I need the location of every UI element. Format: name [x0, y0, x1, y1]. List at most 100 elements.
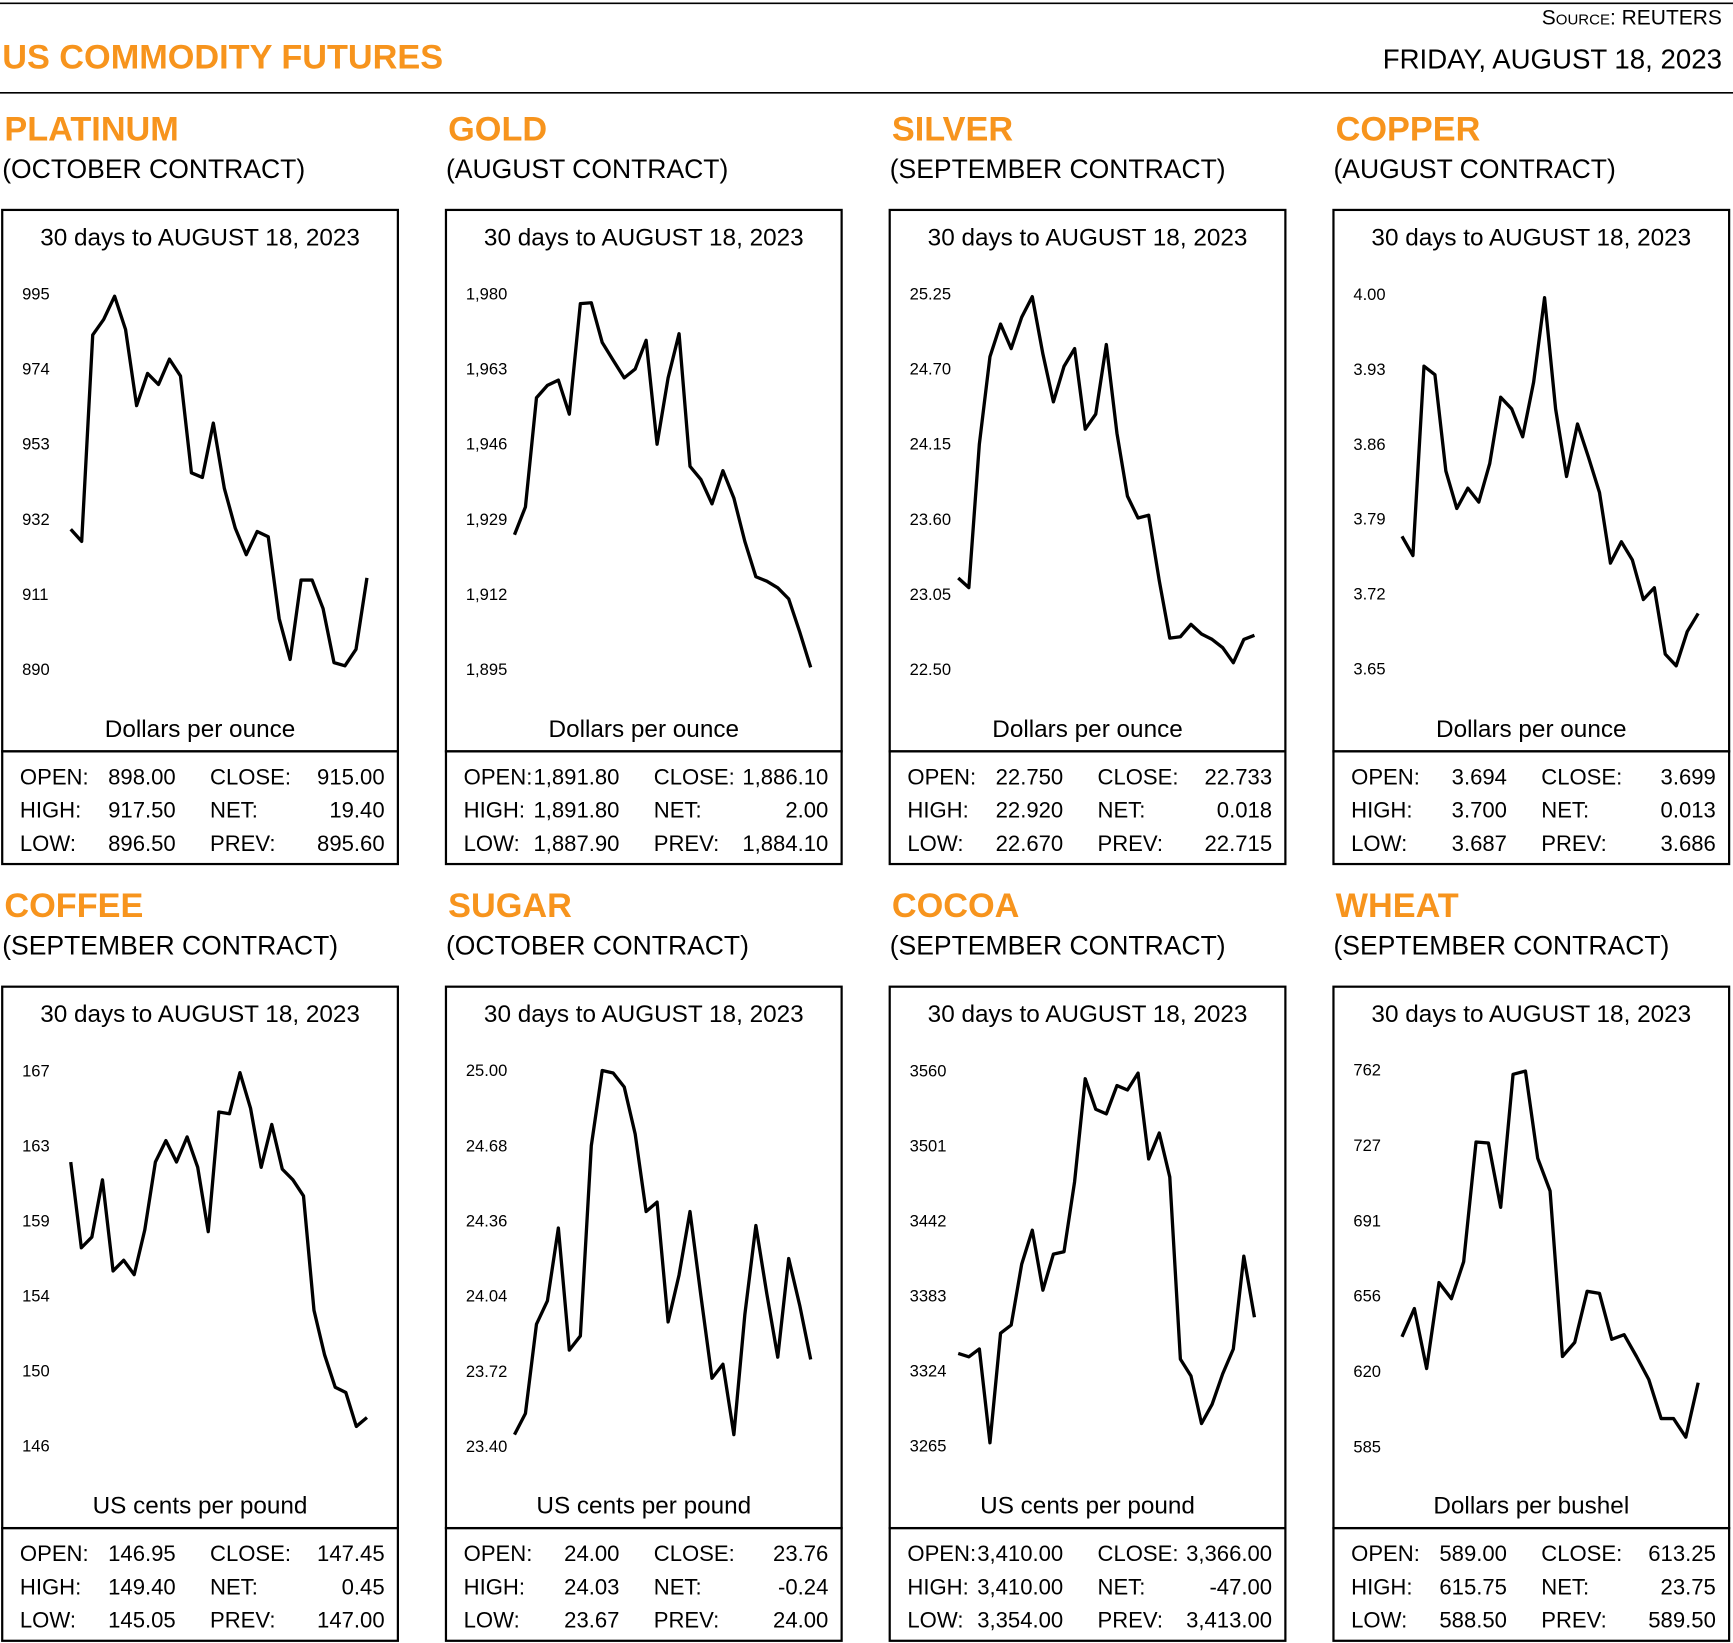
- stat-label: HIGH:: [20, 798, 81, 823]
- stat-label: HIGH:: [1351, 1574, 1412, 1599]
- stat-label: NET:: [210, 1574, 258, 1599]
- stats-box: [444, 750, 843, 866]
- stat-value: 3,410.00: [977, 1541, 1063, 1566]
- stat-label: PREV:: [1097, 1608, 1162, 1633]
- y-tick-label: 3560: [910, 1061, 947, 1080]
- contract: (AUGUST CONTRACT): [446, 154, 728, 184]
- stat-value: 146.95: [108, 1541, 176, 1566]
- stat-value: 3.686: [1661, 831, 1716, 856]
- price-line: [1400, 1069, 1700, 1439]
- stat-label: LOW:: [20, 1608, 76, 1633]
- y-tick-label: 3.65: [1353, 660, 1385, 679]
- stat-value: 1,891.80: [533, 798, 619, 823]
- y-tick-label: 3.79: [1353, 510, 1385, 529]
- y-tick-label: 3442: [910, 1211, 947, 1230]
- stat-label: CLOSE:: [1541, 764, 1622, 789]
- y-tick-label: 23.40: [466, 1437, 507, 1456]
- stat-label: CLOSE:: [1097, 764, 1178, 789]
- y-tick-label: 1,895: [466, 660, 507, 679]
- stats-box: [1332, 750, 1731, 866]
- unit-label: US cents per pound: [93, 1493, 308, 1520]
- contract: (OCTOBER CONTRACT): [2, 154, 305, 184]
- stat-label: OPEN:: [1351, 764, 1420, 789]
- y-tick-label: 953: [22, 435, 50, 454]
- y-tick-label: 3.86: [1353, 435, 1385, 454]
- stat-label: PREV:: [1097, 831, 1162, 856]
- chart-caption: 30 days to AUGUST 18, 2023: [1371, 1001, 1691, 1028]
- y-tick-label: 24.68: [466, 1136, 507, 1155]
- price-line: [1400, 296, 1700, 668]
- price-line: [69, 294, 369, 668]
- y-tick-label: 620: [1353, 1362, 1381, 1381]
- chart-caption: 30 days to AUGUST 18, 2023: [928, 224, 1248, 251]
- stat-value: 3.699: [1661, 764, 1716, 789]
- y-tick-label: 974: [22, 360, 50, 379]
- stat-label: LOW:: [20, 831, 76, 856]
- commodity-name: PLATINUM: [4, 110, 178, 148]
- stat-value: 613.25: [1648, 1541, 1716, 1566]
- stat-label: OPEN:: [1351, 1541, 1420, 1566]
- unit-label: US cents per pound: [536, 1493, 751, 1520]
- y-tick-label: 4.00: [1353, 285, 1385, 304]
- y-tick-label: 24.15: [910, 435, 951, 454]
- stat-value: 145.05: [108, 1608, 176, 1633]
- stat-label: HIGH:: [1351, 798, 1412, 823]
- date: FRIDAY, AUGUST 18, 2023: [1383, 44, 1722, 75]
- stats-box: [1, 1526, 399, 1642]
- stat-label: NET:: [1541, 1574, 1589, 1599]
- stat-label: CLOSE:: [210, 764, 291, 789]
- stat-value: 1,886.10: [742, 764, 828, 789]
- unit-label: Dollars per ounce: [549, 716, 739, 743]
- commodity-name: COFFEE: [4, 887, 143, 925]
- stat-value: 19.40: [329, 798, 384, 823]
- y-tick-label: 932: [22, 510, 50, 529]
- y-tick-label: 24.04: [466, 1287, 507, 1306]
- y-tick-label: 691: [1353, 1211, 1381, 1230]
- unit-label: Dollars per ounce: [105, 716, 295, 743]
- stat-value: 1,884.10: [742, 831, 828, 856]
- chart-caption: 30 days to AUGUST 18, 2023: [928, 1001, 1248, 1028]
- commodity-name: SILVER: [892, 110, 1013, 148]
- stat-value: 589.00: [1439, 1541, 1507, 1566]
- contract: (AUGUST CONTRACT): [1333, 154, 1615, 184]
- stat-label: CLOSE:: [210, 1541, 291, 1566]
- stat-value: 22.750: [996, 764, 1064, 789]
- stat-label: LOW:: [907, 1608, 963, 1633]
- y-tick-label: 163: [22, 1136, 50, 1155]
- stat-value: 589.50: [1648, 1608, 1716, 1633]
- chart-caption: 30 days to AUGUST 18, 2023: [484, 1001, 804, 1028]
- y-tick-label: 1,963: [466, 360, 507, 379]
- stat-label: NET:: [1541, 798, 1589, 823]
- commodity-name: WHEAT: [1336, 887, 1459, 925]
- y-tick-label: 24.36: [466, 1211, 507, 1230]
- stat-label: CLOSE:: [1097, 1541, 1178, 1566]
- stat-label: LOW:: [464, 831, 520, 856]
- stat-value: -47.00: [1209, 1574, 1272, 1599]
- y-tick-label: 167: [22, 1061, 50, 1080]
- stat-label: HIGH:: [20, 1574, 81, 1599]
- y-tick-label: 1,946: [466, 435, 507, 454]
- stat-label: PREV:: [654, 1608, 719, 1633]
- y-tick-label: 1,929: [466, 510, 507, 529]
- chart-caption: 30 days to AUGUST 18, 2023: [40, 224, 360, 251]
- y-tick-label: 3324: [910, 1362, 947, 1381]
- commodity-name: COCOA: [892, 887, 1020, 925]
- stat-value: 23.75: [1661, 1574, 1716, 1599]
- unit-label: Dollars per ounce: [992, 716, 1182, 743]
- y-tick-label: 3501: [910, 1136, 947, 1155]
- stats-box: [444, 1526, 843, 1642]
- chart-box: [1332, 985, 1731, 1530]
- chart-box: [1, 208, 399, 753]
- y-tick-label: 159: [22, 1211, 50, 1230]
- price-line: [513, 1068, 813, 1437]
- stat-label: PREV:: [1541, 831, 1606, 856]
- commodity-name: SUGAR: [448, 887, 572, 925]
- stat-value: 3.694: [1452, 764, 1507, 789]
- chart-box: [1, 985, 399, 1530]
- price-line: [957, 1071, 1257, 1445]
- stat-value: 147.45: [317, 1541, 385, 1566]
- stats-box: [1332, 1526, 1731, 1642]
- stat-value: 23.76: [773, 1541, 828, 1566]
- stat-label: OPEN:: [907, 1541, 976, 1566]
